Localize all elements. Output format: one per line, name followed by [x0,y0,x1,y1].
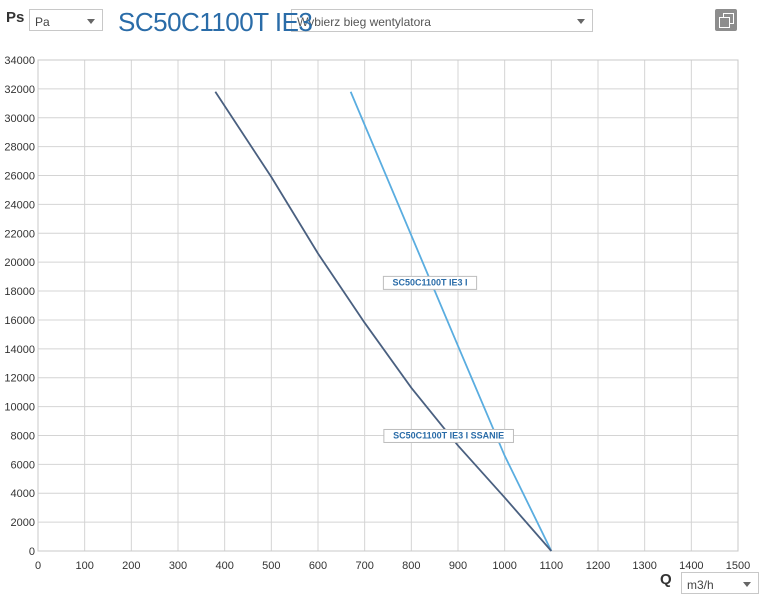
y-axis-ticks: 0 2000 4000 6000 8000 10000 12000 14000 16000 180… [4,55,35,558]
plot-frame [37,59,739,552]
copy-button[interactable] [715,9,737,31]
pressure-unit-select[interactable]: Pa [29,9,103,31]
flow-unit-value: m3/h [687,578,714,592]
pressure-unit-value: Pa [35,15,50,29]
y-tick-label: 14000 [4,344,35,356]
chart-grid [37,59,739,552]
y-tick-label: 26000 [4,171,35,183]
x-tick-label: 1200 [586,560,610,572]
x-tick-label: 1500 [726,560,750,572]
y-tick-label: 12000 [4,373,35,385]
x-tick-label: 400 [215,560,233,572]
chart-series [214,91,553,552]
y-tick-label: 20000 [4,257,35,269]
x-axis-ticks: 0 100 200 300 400 500 600 700 800 900 1000 1100 1200… [35,560,750,572]
y-tick-label: 28000 [4,142,35,154]
series-label: SC50C1100T IE3 I SSANIE [383,428,514,443]
y-tick-label: 32000 [4,84,35,96]
x-tick-label: 800 [402,560,420,572]
y-tick-label: 22000 [4,228,35,240]
x-tick-label: 100 [75,560,93,572]
series-label-text: SC50C1100T IE3 I SSANIE [393,430,504,440]
x-tick-label: 1400 [679,560,703,572]
x-tick-label: 200 [122,560,140,572]
x-tick-label: 700 [355,560,373,572]
x-tick-label: 600 [309,560,327,572]
y-tick-label: 4000 [11,488,35,500]
chevron-down-icon [87,19,95,24]
fan-speed-placeholder: Wybierz bieg wentylatora [297,15,431,29]
y-tick-label: 24000 [4,199,35,211]
y-tick-label: 18000 [4,286,35,298]
x-tick-label: 500 [262,560,280,572]
x-tick-label: 0 [35,560,41,572]
flow-unit-select[interactable]: m3/h [681,572,759,594]
x-tick-label: 1000 [492,560,516,572]
series-label-box [382,275,478,290]
series-label-box [383,428,514,443]
x-tick-label: 300 [169,560,187,572]
chevron-down-icon [577,19,585,24]
series-line [214,91,553,552]
y-tick-label: 8000 [11,430,35,442]
x-tick-label: 900 [449,560,467,572]
y-tick-label: 10000 [4,402,35,414]
chevron-down-icon [743,582,751,587]
series-labels: SC50C1100T IE3 I SC50C1100T IE3 I SSANIE [382,275,514,443]
y-tick-label: 6000 [11,459,35,471]
y-tick-label: 16000 [4,315,35,327]
x-tick-label: 1100 [540,560,564,572]
series-label-text: SC50C1100T IE3 I [392,277,467,287]
y-axis-label: Ps [6,9,25,26]
x-tick-label: 1300 [632,560,656,572]
fan-speed-select[interactable]: Wybierz bieg wentylatora [291,9,593,32]
copy-icon-front [719,17,730,28]
series-label: SC50C1100T IE3 I [382,275,478,290]
y-tick-label: 30000 [4,113,35,125]
chart-title: SC50C1100T IE3 [118,7,313,37]
series-line [349,91,553,552]
y-tick-label: 34000 [4,55,35,67]
x-axis-label: Q [660,571,672,588]
y-tick-label: 0 [29,546,35,558]
y-tick-label: 2000 [11,517,35,529]
